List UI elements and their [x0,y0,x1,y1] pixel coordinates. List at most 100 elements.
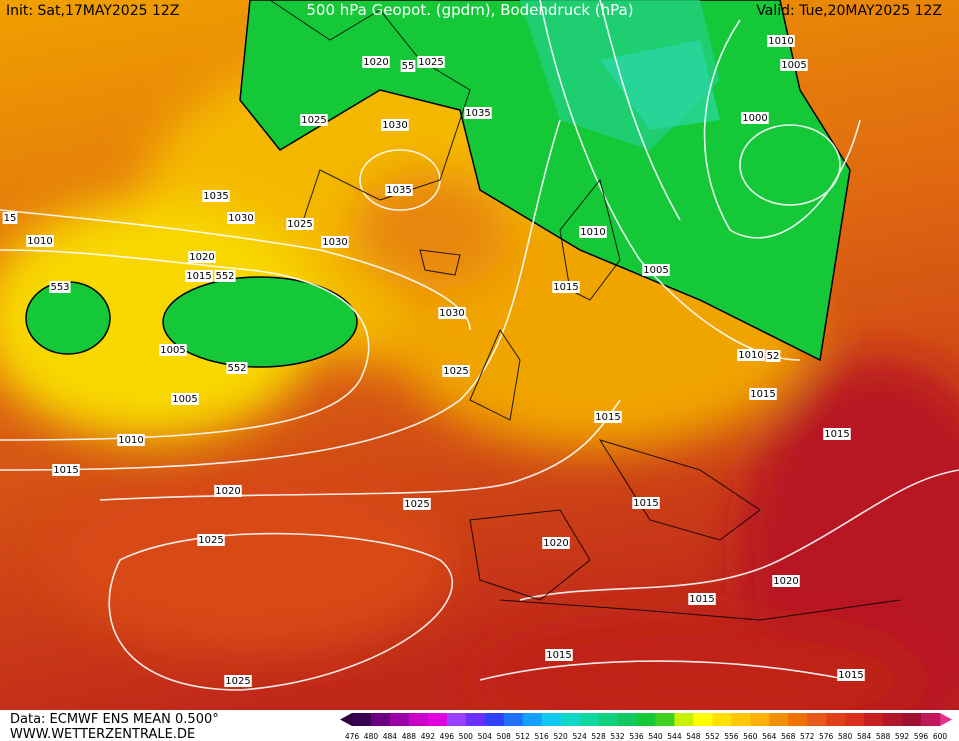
colorbar-arrow-low [340,713,352,726]
isobar-label-box [772,575,800,587]
colorbar-swatch [750,713,770,726]
isobar-label: 1005 [642,264,670,276]
isobar-label: 1020 [772,575,800,587]
isobar-label-text: 1000 [742,113,767,124]
isobar-label-box [214,485,242,497]
isobar-label-box [552,281,580,293]
isobar-label-box [381,119,409,131]
isobar-label-box [400,60,416,72]
isobar-label-box [438,307,466,319]
isobar-label-text: 553 [50,282,69,293]
isobar-label: 1015 [823,428,851,440]
isobar-label-box [159,344,187,356]
colorbar-label: 576 [819,732,834,741]
isobar-label-box [286,218,314,230]
colorbar-swatch [503,713,524,726]
colorbar-swatch [826,713,846,726]
colorbar-label: 532 [610,732,625,741]
isobar-label-text: 1010 [738,350,763,361]
colorbar-swatch [788,713,808,726]
colorbar: 476 480 484 488 492 496 500 504 508 512 516 520 524 5… [340,713,952,741]
colorbar-swatch [712,713,732,726]
isobar-label-text: 1025 [287,219,312,230]
isobar-label-box [642,264,670,276]
colorbar-label: 484 [383,732,398,741]
colorbar-swatch [352,713,372,726]
isobar-label-box [202,190,230,202]
isobar-label-box [188,251,216,263]
isobar-label-text: 1015 [53,465,78,476]
colorbar-label: 588 [876,732,891,741]
isobar-label-text: 1020 [215,486,240,497]
isobar-label: 1025 [197,534,225,546]
isobar-label: 1025 [300,114,328,126]
colorbar-swatch [541,713,562,726]
colorbar-label: 536 [629,732,644,741]
isobar-label: 1035 [385,184,413,196]
isobar-label: 1020 [362,56,390,68]
colorbar-label: 596 [914,732,929,741]
isobar-label-text: 1020 [543,538,568,549]
data-source: Data: ECMWF ENS MEAN 0.500° [10,712,219,727]
isobar-label: 553 [49,281,71,293]
colorbar-swatch [864,713,884,726]
colorbar-label: 512 [516,732,531,741]
isobar-label-text: 1010 [118,435,143,446]
isobar-label-text: 1015 [689,594,714,605]
colorbar-swatch [446,713,467,726]
colorbar-label: 492 [421,732,436,741]
colorbar-label: 552 [705,732,720,741]
colorbar-swatch [902,713,922,726]
colorbar-swatch [883,713,903,726]
isobar-label: 1015 [552,281,580,293]
isobar-label-text: 1035 [386,185,411,196]
colorbar-swatch [769,713,789,726]
isobar-label-text: 1020 [189,252,214,263]
colorbar-swatch [693,713,713,726]
colorbar-swatch [560,713,581,726]
isobar-label-text: 552 [215,271,234,282]
colorbar-label: 528 [591,732,606,741]
colorbar-swatch [522,713,543,726]
isobar-label-text: 15 [4,213,17,224]
colorbar-label: 520 [553,732,568,741]
colorbar-label: 500 [459,732,474,741]
isobar-label-box [117,434,145,446]
init-time: Init: Sat,17MAY2025 12Z [6,3,179,19]
isobar-label-box [737,349,765,361]
isobar-label: 1025 [417,56,445,68]
isobar-label-box [171,393,199,405]
isobar-label-box [214,270,236,282]
isobar-label-box [185,270,213,282]
isobar-label: 1010 [579,226,607,238]
colorbar-swatch [370,713,391,726]
isobar-label: 1035 [202,190,230,202]
isobar-label: 1025 [286,218,314,230]
colorbar-label: 476 [345,732,360,741]
isobar-label-text: 1005 [172,394,197,405]
isobar-label-box [579,226,607,238]
isobar-label-text: 55 [402,61,415,72]
isobar-label-text: 1010 [580,227,605,238]
colorbar-label: 516 [535,732,550,741]
colorbar-label: 584 [857,732,872,741]
isobar-label: 552 [226,362,248,374]
isobar-label-text: 1015 [546,650,571,661]
isobar-label-box [226,362,248,374]
isobar-label: 1025 [442,365,470,377]
colorbar-swatch [408,713,429,726]
isobar-label: 1030 [381,119,409,131]
isobar-label-box [442,365,470,377]
isobar-label: 1005 [171,393,199,405]
isobar-label: 552 [214,270,236,282]
colorbar-swatch [598,713,619,726]
isobar-label-text: 1015 [595,412,620,423]
isobar-label: 1030 [438,307,466,319]
isobar-label: 1030 [321,236,349,248]
colorbar-label: 556 [724,732,739,741]
colorbar-swatch [921,713,941,726]
isobar-label-text: 1015 [186,271,211,282]
isobar-label: 1020 [542,537,570,549]
colorbar-swatch [579,713,600,726]
